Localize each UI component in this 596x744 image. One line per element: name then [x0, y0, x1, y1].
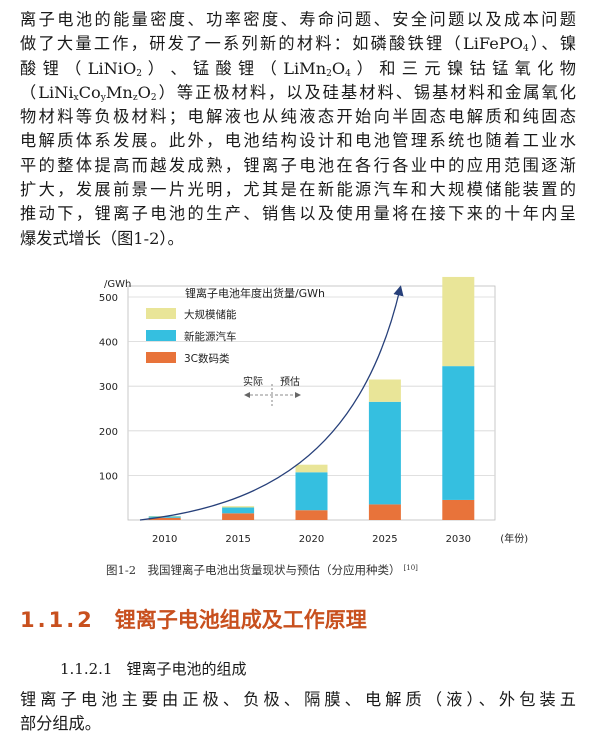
section-number: 1.1.2 [20, 608, 95, 632]
subsection-heading: 1.1.2.1 锂离子电池的组成 [60, 658, 247, 679]
y-tick-label: 300 [99, 382, 118, 393]
legend-label: 3C数码类 [184, 352, 230, 365]
text-line: 物材料等负极材料；电解液也从纯液态开始向半固态电解质和纯固态 [20, 107, 576, 127]
text-line: 电解质体系发展。此外，电池结构设计和电池管理系统也随着工业水 [20, 131, 576, 151]
bar-segment [368, 504, 401, 520]
subsection-number: 1.1.2.1 [60, 660, 113, 678]
text-line: 平的整体提高而越发成熟，锂离子电池在各行各业中的应用范围逐渐 [20, 155, 576, 175]
x-tick-label: 2015 [225, 534, 250, 545]
bar-segment [368, 379, 401, 402]
subsection-title: 锂离子电池的组成 [126, 660, 247, 678]
bar-segment [295, 472, 328, 511]
bar-segment [148, 517, 181, 520]
figure-caption: 图1-2 我国锂离子电池出货量现状与预估（分应用种类） [10] [106, 563, 418, 577]
body-paragraph: 离子电池的能量密度、功率密度、寿命问题、安全问题以及成本问题 做了大量工作，研发… [20, 8, 576, 251]
text-line: 扩大，发展前景一片光明，尤其是在新能源汽车和大规模储能装置的 [20, 180, 576, 200]
x-axis-suffix: (年份) [500, 532, 528, 545]
y-tick-label: 500 [99, 293, 118, 304]
bar-segment [295, 510, 328, 520]
annotation-actual: 实际 [243, 375, 263, 388]
bar-segment [222, 506, 255, 508]
y-tick-label: 100 [99, 471, 118, 482]
section-heading: 1.1.2 锂离子电池组成及工作原理 [20, 604, 367, 634]
text-line: 推动下，锂离子电池的生产、销售以及使用量将在接下来的十年内呈 [20, 204, 576, 224]
x-tick-label: 2030 [446, 534, 471, 545]
x-tick-label: 2025 [372, 534, 397, 545]
text-line: 锂离子电池主要由正极、负极、隔膜、电解质（液）、外包装五 [20, 690, 576, 709]
y-axis-label: /GWh [104, 279, 131, 290]
text-line: 离子电池的能量密度、功率密度、寿命问题、安全问题以及成本问题 [20, 10, 576, 29]
legend-swatch [146, 308, 176, 319]
chart-title: 锂离子电池年度出货量/GWh [185, 286, 325, 300]
text-line: 酸 锂 （ LiNiO2 ） 、 锰 酸 锂 （ LiMn2O4 ） 和 三 元… [20, 58, 576, 79]
shipment-chart: 100 200 300 400 500/GWh 2010 2015 2020 2025 2030 (… [60, 258, 560, 558]
text-line: 做了大量工作，研发了一系列新的材料：如磷酸铁锂（LiFePO4）、镍 [20, 34, 577, 55]
text-line: 爆发式增长（图1-2）。 [20, 228, 184, 248]
x-tick-label: 2020 [299, 534, 324, 545]
bar-segment [442, 499, 475, 520]
growth-trend-arrow [139, 285, 404, 521]
legend-label: 新能源汽车 [184, 330, 237, 343]
annotation-forecast: 预估 [280, 375, 300, 388]
bar-segment [222, 507, 255, 514]
x-tick-label: 2010 [152, 534, 177, 545]
y-tick-label: 200 [99, 427, 118, 438]
legend-swatch [146, 330, 176, 341]
chart-svg: 100 200 300 400 500/GWh 2010 2015 2020 2025 2030 (… [99, 276, 528, 545]
bar-segment [368, 401, 401, 505]
y-tick-label: 400 [99, 338, 118, 349]
actual-forecast-annotation: 实际 预估 [243, 375, 301, 406]
bar-segment [442, 276, 475, 367]
legend-label: 大规模储能 [184, 308, 237, 321]
body-paragraph-2: 锂离子电池主要由正极、负极、隔膜、电解质（液）、外包装五 部分组成。 [20, 688, 576, 737]
bar-segment [295, 464, 328, 473]
text-line: （LiNixCoyMnzO2）等正极材料，以及硅基材料、锡基材料和金属氧化 [20, 82, 576, 103]
bar-segment [222, 513, 255, 520]
text-line: 部分组成。 [20, 714, 101, 734]
bar-segment [442, 366, 475, 500]
legend-swatch [146, 352, 176, 363]
section-title: 锂离子电池组成及工作原理 [114, 608, 367, 632]
